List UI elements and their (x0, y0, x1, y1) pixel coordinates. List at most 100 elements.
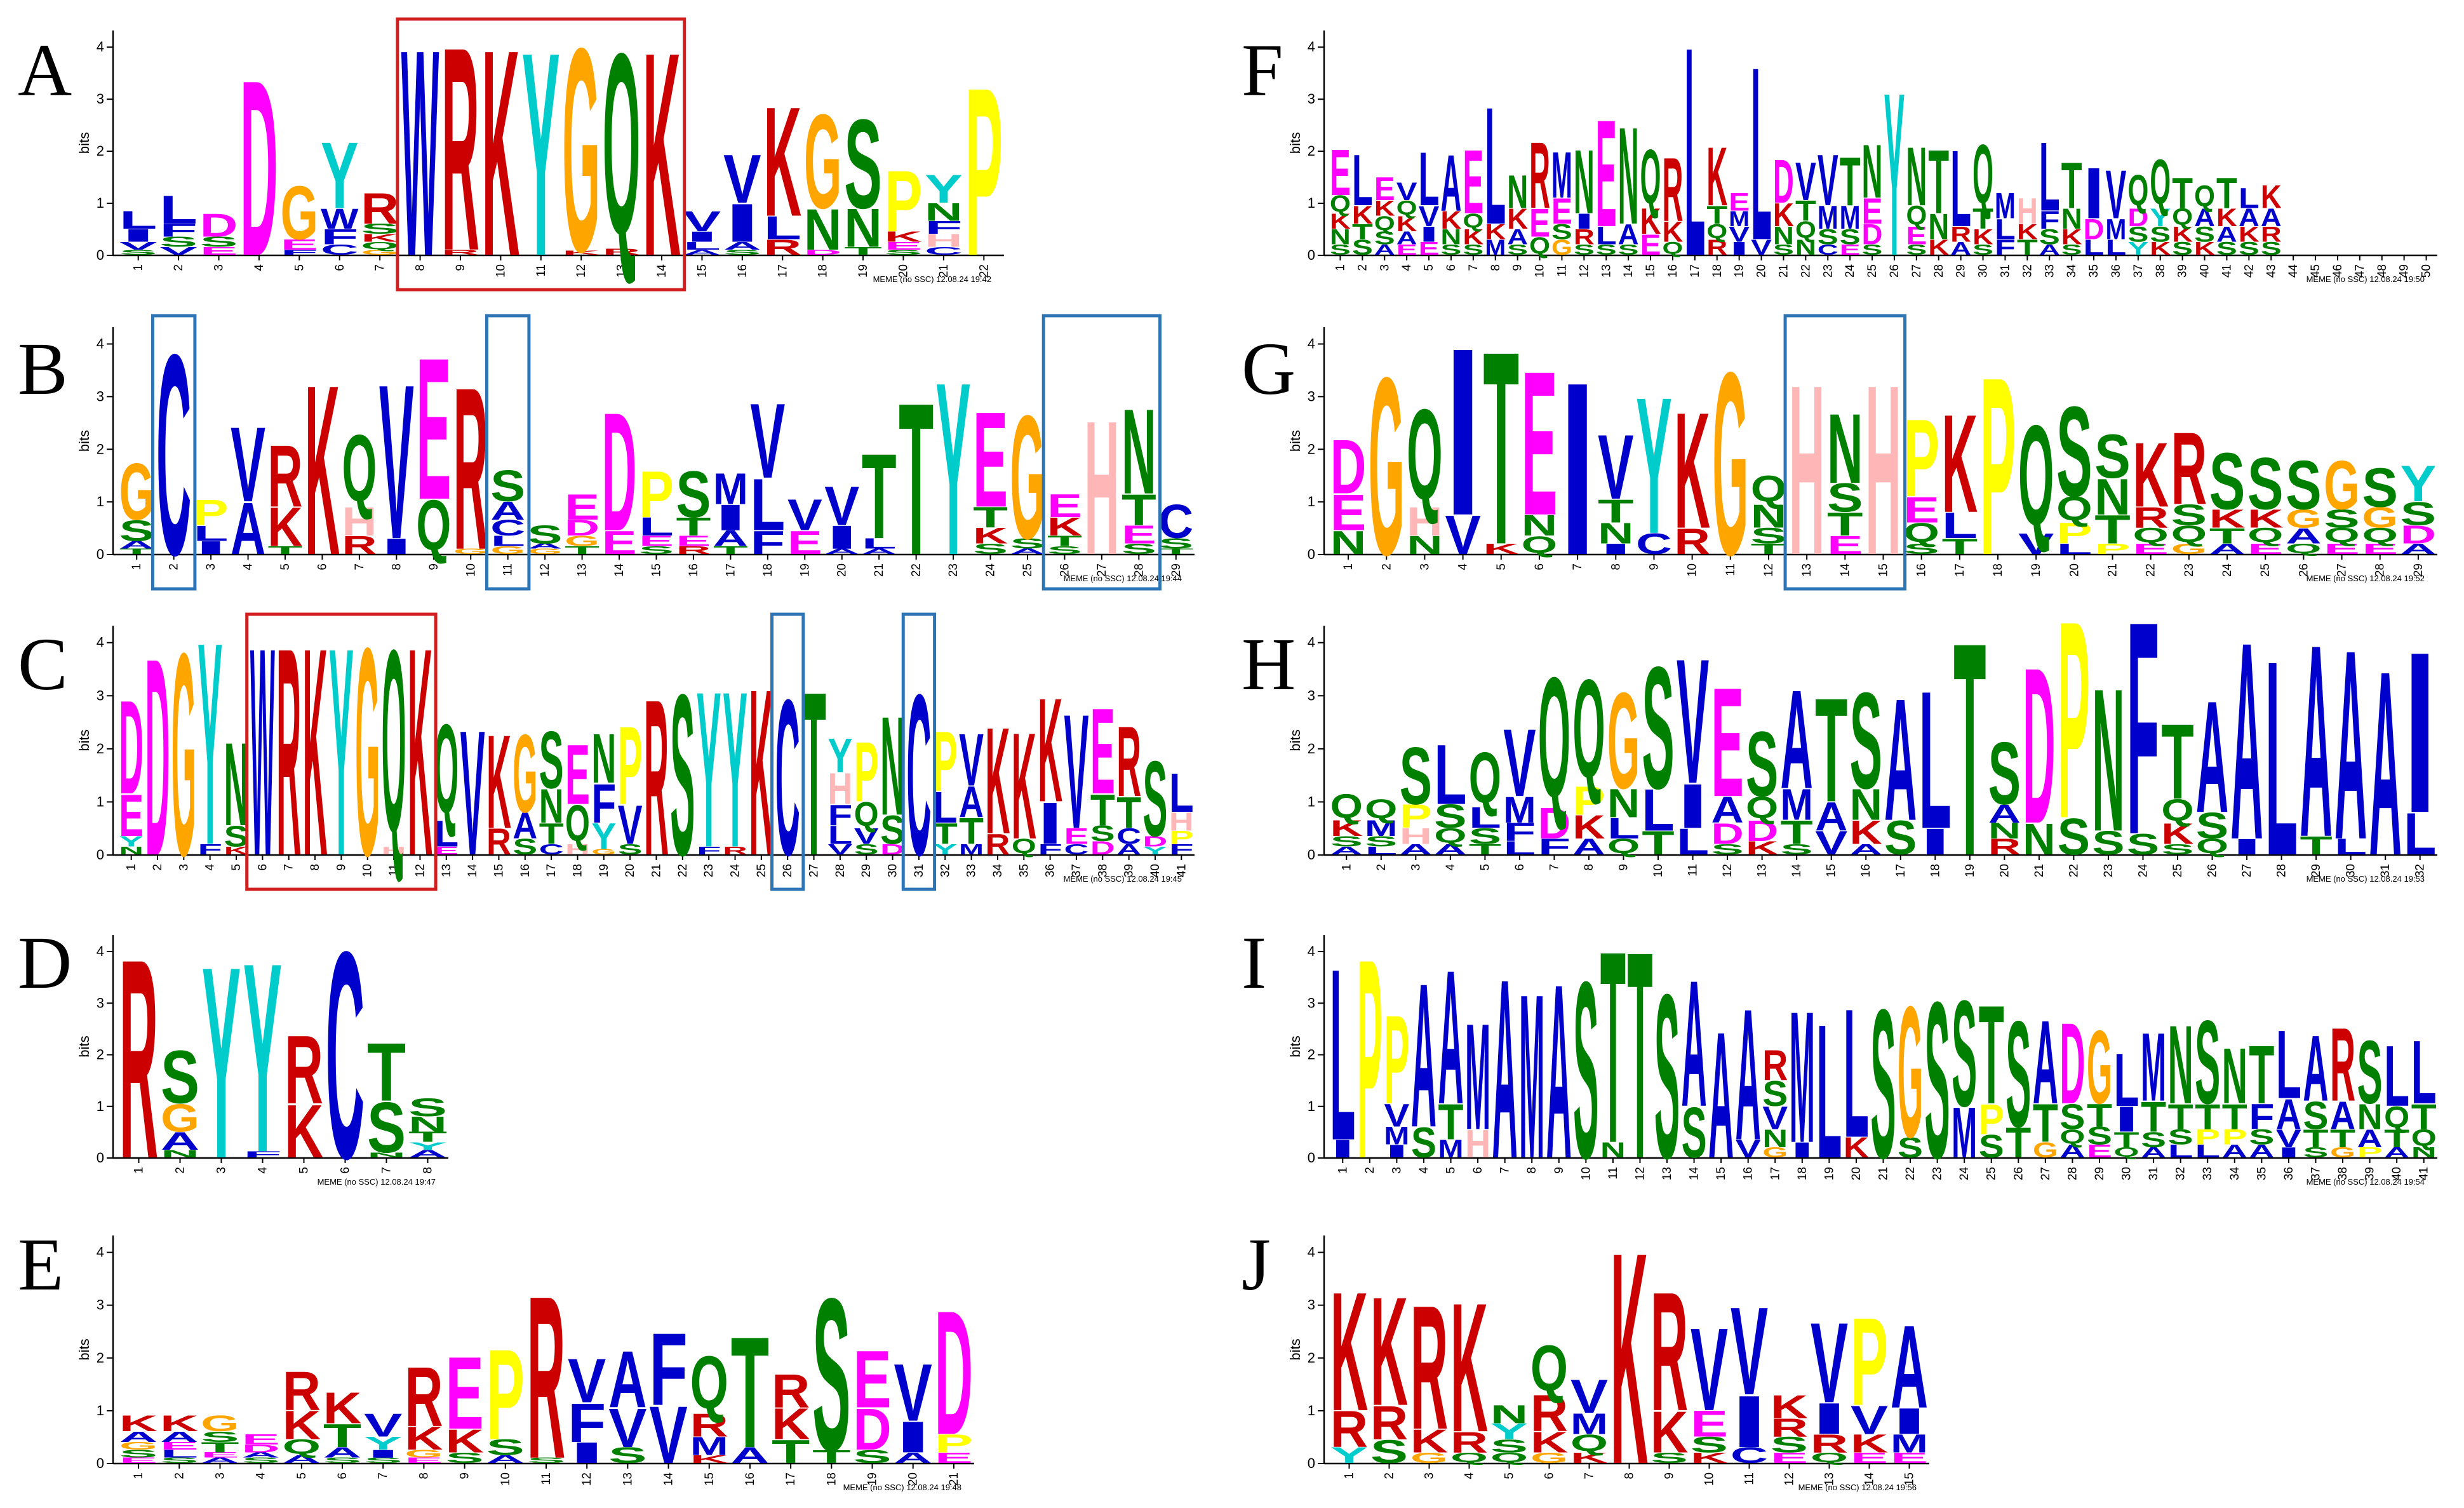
logo-letter-R: R (527, 1248, 565, 1507)
logo-letter-E: E (160, 1439, 198, 1452)
y-axis-label: bits (76, 430, 92, 452)
logo-letter-A: A (2222, 1141, 2247, 1162)
logo-letter-P: P (194, 492, 229, 533)
x-tick-label: 40 (2390, 1167, 2404, 1180)
logo-letter-A: A (608, 1334, 646, 1425)
logo-letter-C: C (1158, 496, 1193, 549)
logo-letter-N: N (1507, 166, 1528, 219)
panel-label: B (18, 327, 68, 410)
x-tick-label: 17 (784, 1472, 798, 1486)
x-tick-label: 31 (913, 864, 926, 877)
logo-letter-S: S (1642, 631, 1674, 825)
x-tick-label: 1 (1336, 1167, 1349, 1174)
logo-letter-V: V (1736, 1134, 1761, 1163)
logo-letter-K: K (1773, 197, 1794, 233)
logo-letter-A: A (2300, 588, 2333, 894)
x-tick-label: 25 (2171, 864, 2185, 877)
x-tick-label: 5 (1445, 1167, 1458, 1174)
x-tick-label: 36 (2282, 1167, 2296, 1180)
logo-letter-N: N (1988, 818, 2021, 843)
x-tick-label: 21 (873, 563, 886, 577)
logo-letter-E: E (1827, 531, 1863, 560)
logo-letter-Y: Y (1330, 1443, 1368, 1468)
x-tick-label: 1 (133, 1167, 146, 1174)
logo-letter-L: L (1942, 505, 1978, 546)
logo-letter-G: G (565, 533, 599, 549)
x-tick-label: 2 (1363, 1167, 1377, 1174)
x-tick-label: 2 (1380, 563, 1393, 570)
logo-letter-R: R (2133, 501, 2169, 534)
logo-letter-S: S (1352, 235, 1373, 259)
logo-letter-G: G (161, 1096, 199, 1141)
x-tick-label: 21 (937, 264, 951, 278)
logo-letter-T: T (268, 544, 303, 556)
logo-letter-A: A (161, 1127, 199, 1155)
x-tick-label: 31 (2379, 864, 2392, 877)
logo-letter-I: I (1445, 299, 1481, 565)
logo-letter-V: V (618, 793, 643, 856)
y-axis-label: bits (76, 132, 92, 154)
y-tick-label: 1 (1308, 793, 1315, 809)
logo-letter-A: A (2059, 1141, 2085, 1162)
logo-letter-R: R (763, 236, 801, 260)
logo-letter-Q: Q (1906, 200, 1927, 230)
logo-letter-A: A (119, 539, 154, 551)
logo-letter-G: G (1530, 1450, 1568, 1466)
logo-letter-S: S (119, 515, 154, 547)
logo-letter-S: S (2324, 505, 2360, 534)
logo-letter-T: T (801, 643, 826, 904)
logo-letter-K: K (283, 1403, 321, 1448)
logo-letter-K: K (2172, 222, 2193, 246)
x-tick-label: 16 (687, 563, 700, 577)
logo-letter-F: F (243, 1150, 282, 1159)
logo-letter-G: G (2171, 541, 2207, 557)
logo-letter-A: A (1736, 970, 1761, 1179)
logo-letter-T: T (1815, 668, 1847, 833)
logo-letter-Q: Q (416, 485, 451, 565)
x-tick-label: 22 (2067, 864, 2080, 877)
x-tick-label: 14 (655, 264, 669, 278)
x-tick-label: 14 (1838, 563, 1852, 577)
x-tick-label: 21 (2106, 563, 2120, 577)
logo-letter-I: I (568, 1436, 606, 1469)
logo-letter-L: L (434, 813, 459, 854)
logo-letter-A: A (1546, 933, 1572, 1211)
y-axis-label: bits (76, 1035, 92, 1057)
x-tick-label: 13 (1800, 563, 1814, 577)
x-tick-label: 17 (545, 864, 558, 877)
y-tick-label: 2 (1308, 441, 1315, 457)
logo-letter-K: K (1771, 1388, 1808, 1425)
logo-letter-F: F (1538, 834, 1570, 859)
logo-letter-S: S (1490, 1436, 1528, 1457)
logo-letter-Q: Q (1751, 468, 1787, 510)
logo-letter-S: S (1650, 1450, 1688, 1466)
logo-letter-N: N (539, 779, 564, 833)
logo-letter-L: L (2276, 1009, 2301, 1119)
logo-letter-A: A (160, 1429, 198, 1445)
logo-letter-T: T (933, 817, 958, 851)
logo-letter-R: R (1410, 1269, 1448, 1467)
logo-letter-T: T (2114, 1128, 2139, 1152)
logo-letter-K: K (1850, 814, 1882, 851)
y-tick-label: 0 (1308, 546, 1315, 562)
x-tick-label: 1 (132, 1472, 145, 1479)
logo-letter-M: M (1438, 1135, 1464, 1163)
logo-letter-C: C (1731, 1443, 1768, 1468)
logo-letter-T: T (713, 544, 748, 556)
logo-letter-Y: Y (925, 167, 963, 212)
logo-letter-S: S (1884, 811, 1917, 865)
x-tick-label: 17 (1953, 563, 1967, 577)
logo-letter-A: A (323, 1444, 361, 1460)
logo-letter-K: K (1396, 212, 1417, 236)
x-tick-label: 19 (2030, 563, 2043, 577)
motif-highlight-box (485, 314, 531, 591)
x-tick-label: 31 (1999, 264, 2012, 278)
logo-letter-L: L (827, 821, 852, 849)
logo-letter-N: N (2222, 1033, 2247, 1121)
logo-letter-E: E (2133, 541, 2169, 558)
x-tick-label: 22 (1904, 1167, 1917, 1180)
logo-letter-K: K (1483, 541, 1519, 558)
logo-letter-S: S (201, 1429, 239, 1445)
x-tick-label: 32 (939, 864, 952, 877)
